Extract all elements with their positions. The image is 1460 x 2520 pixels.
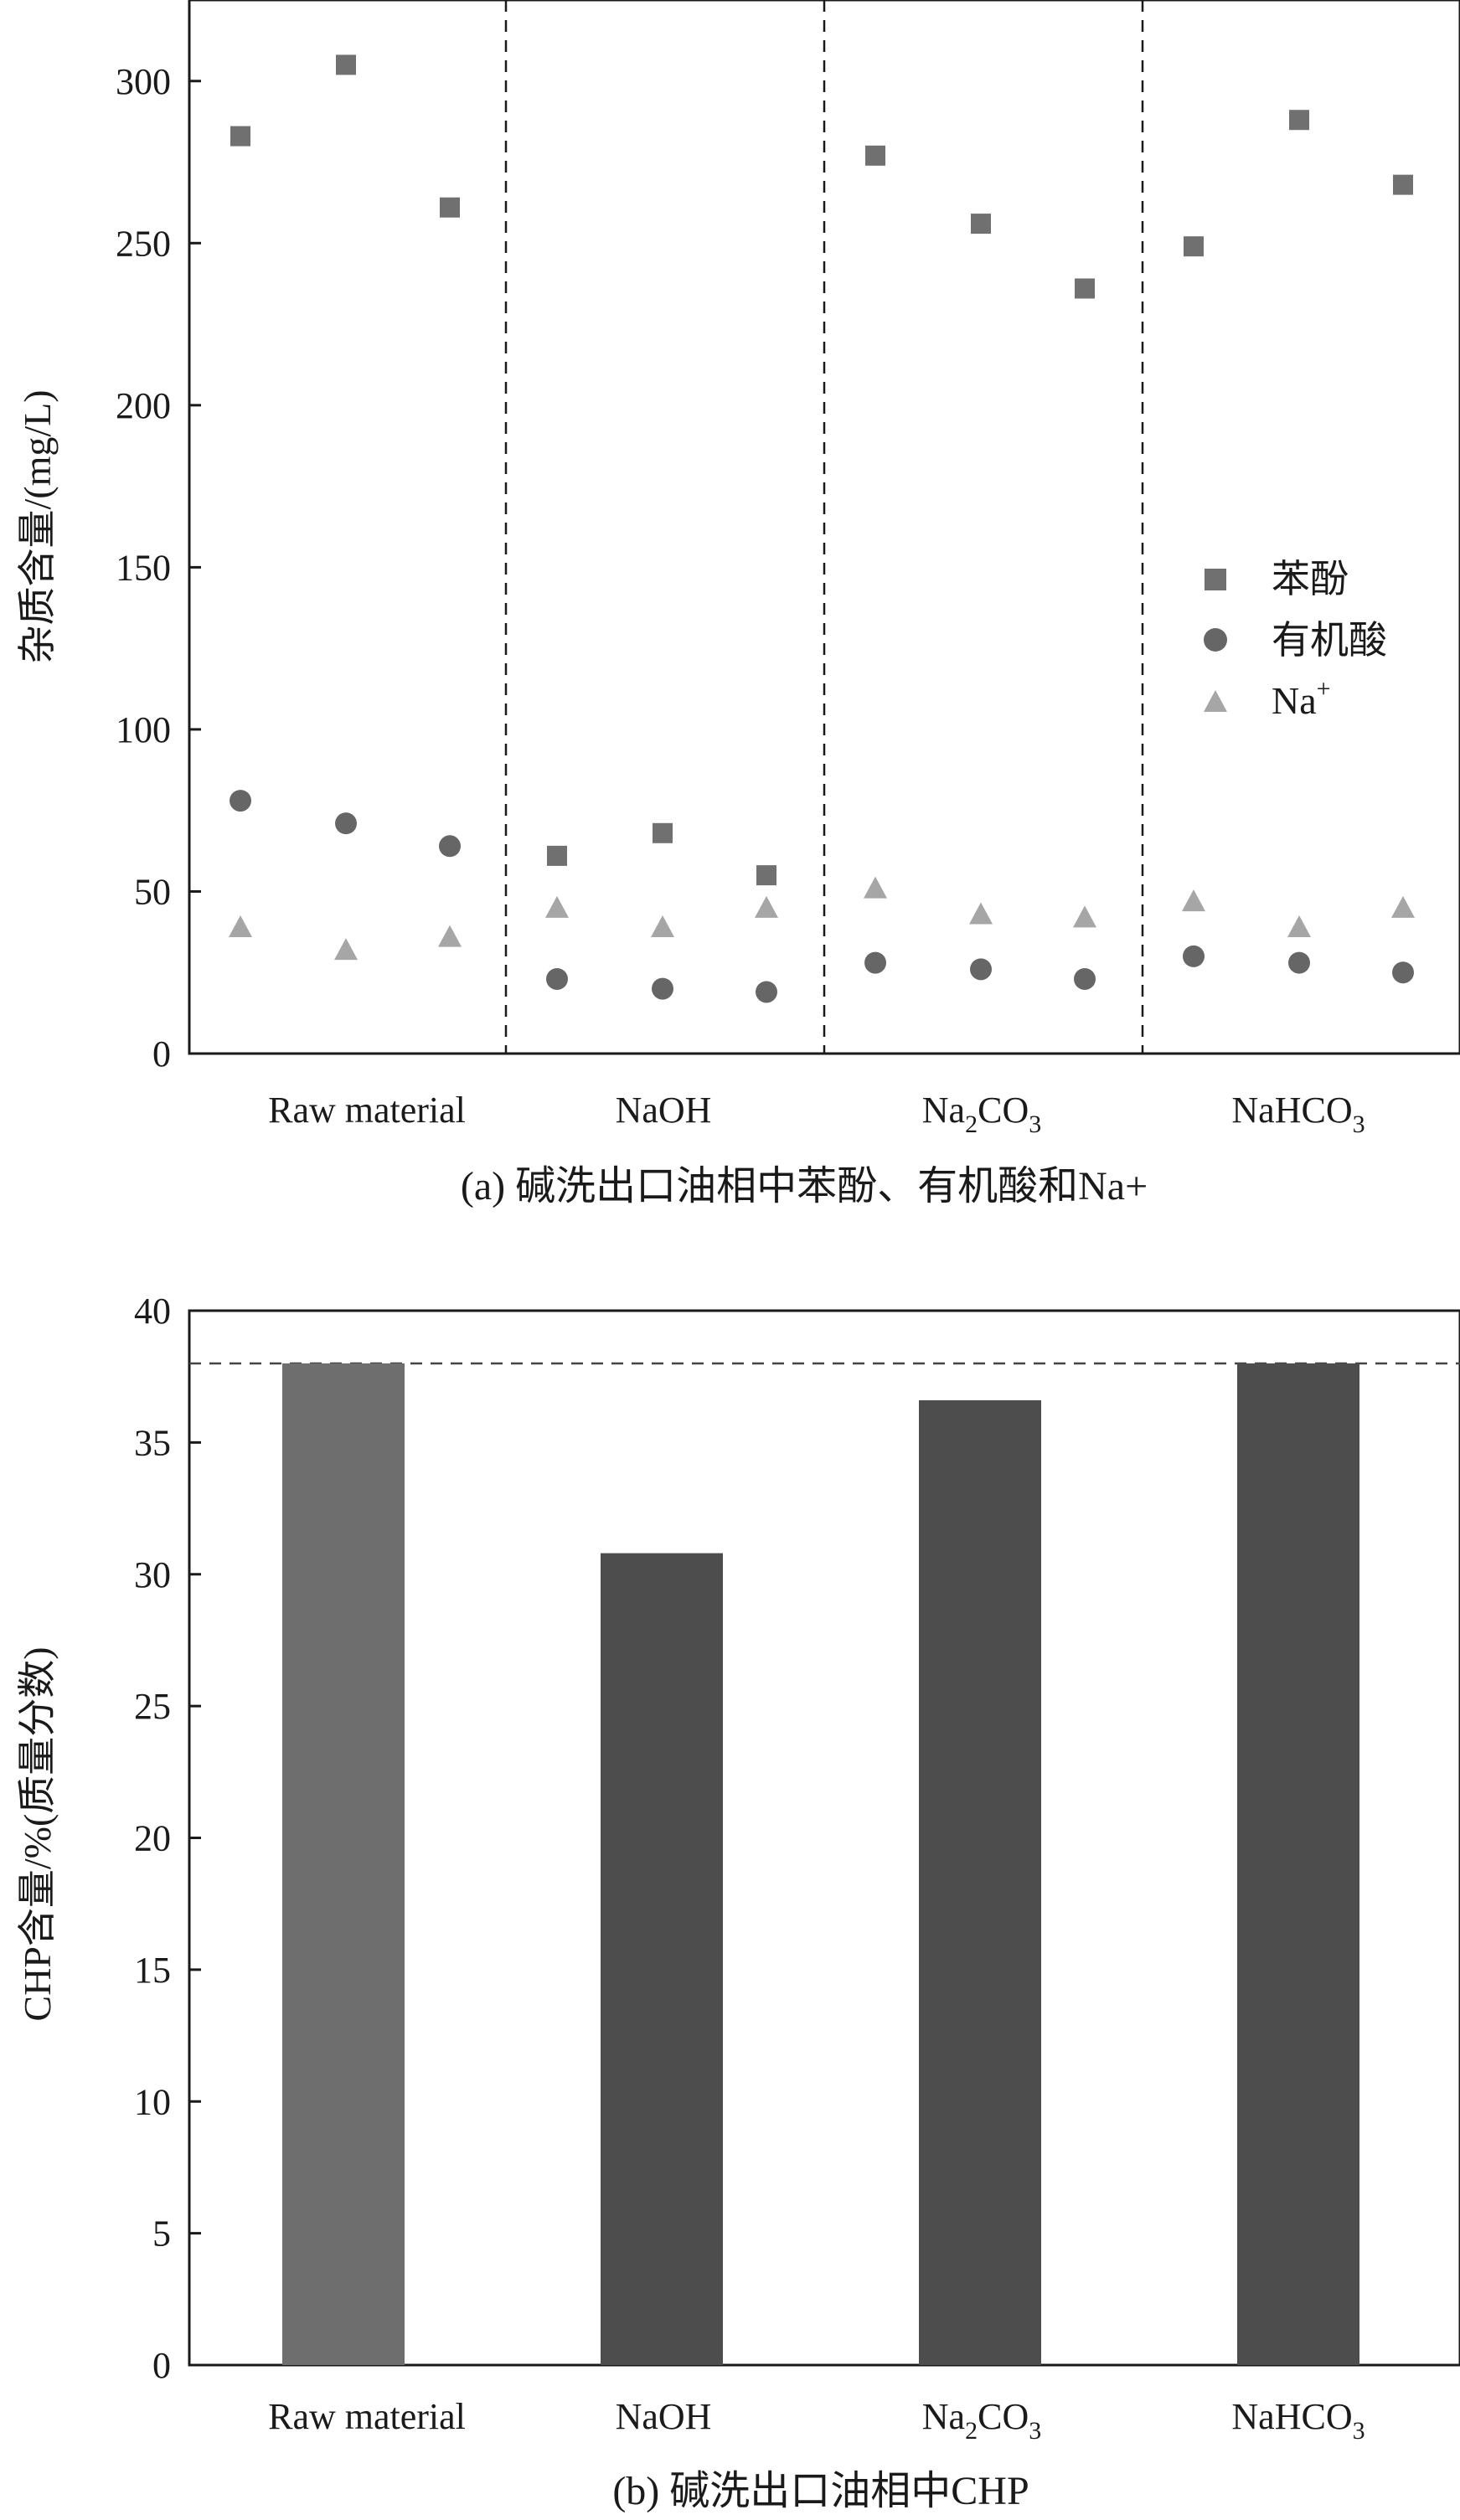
point-circle-g4-p2	[1288, 951, 1310, 974]
point-circle-g1-p3	[439, 835, 461, 858]
point-circle-g3-p3	[1074, 967, 1096, 990]
panel-b-x-axis: Raw material NaOH Na2CO3 NaHCO3	[268, 2396, 1365, 2445]
point-square-g4-p2	[1289, 110, 1309, 131]
point-circle-g4-p1	[1183, 945, 1205, 967]
panel-b-y-tick-label-30: 30	[134, 1554, 171, 1595]
point-circle-g2-p2	[652, 977, 673, 1000]
bar-nahco3	[1237, 1363, 1359, 2365]
point-triangle-g4-p2	[1287, 915, 1311, 938]
bar-na2co3	[919, 1400, 1041, 2365]
point-triangle-g3-p2	[969, 902, 993, 925]
panel-a-y-tick-label-50: 50	[134, 871, 171, 912]
panel-b-x-label-raw-material: Raw material	[268, 2396, 466, 2437]
panel-a-y-tick-label-150: 150	[116, 547, 171, 588]
panel-b-bars	[282, 1363, 1359, 2365]
legend-marker-na-ion	[1204, 690, 1227, 712]
point-square-g3-p3	[1075, 278, 1095, 299]
panel-b-bar-chart: 0 5 10 15 20 25 30 35 40 Raw material NaOH Na2CO…	[16, 1291, 1460, 2513]
point-square-g3-p2	[971, 214, 991, 234]
panel-b-y-tick-label-5: 5	[152, 2213, 171, 2255]
legend-label-na-ion: Na+	[1272, 675, 1331, 722]
panel-b-x-label-naoh: NaOH	[616, 2396, 712, 2437]
panel-b-y-tick-label-25: 25	[134, 1686, 171, 1727]
panel-b-y-tick-label-10: 10	[134, 2081, 171, 2122]
panel-b-y-tick-label-35: 35	[134, 1422, 171, 1463]
point-square-g2-p1	[547, 845, 567, 866]
point-circle-g2-p3	[756, 981, 777, 1003]
panel-b-x-label-na2co3: Na2CO3	[922, 2396, 1041, 2445]
panel-a-y-tick-label-200: 200	[116, 385, 171, 426]
point-circle-g1-p2	[335, 812, 357, 835]
point-triangle-g4-p3	[1391, 895, 1415, 918]
panel-a-y-axis-title: 杂质含量/(mg/L)	[16, 389, 59, 663]
point-triangle-g2-p2	[651, 915, 674, 938]
bar-naoh	[601, 1553, 723, 2365]
panel-a-legend: 苯酚 有机酸 Na+	[1204, 558, 1387, 722]
panel-a-y-tick-label-0: 0	[152, 1033, 171, 1074]
point-triangle-g1-p1	[229, 915, 252, 938]
panel-a-y-tick-label-100: 100	[116, 709, 171, 750]
panel-b-y-axis: 0 5 10 15 20 25 30 35 40	[134, 1291, 201, 2386]
point-square-g3-p1	[865, 145, 885, 166]
panel-a-x-label-nahco3: NaHCO3	[1231, 1090, 1365, 1138]
panel-a-x-label-naoh: NaOH	[616, 1090, 712, 1131]
point-triangle-g4-p1	[1182, 889, 1205, 912]
panel-b-y-tick-label-20: 20	[134, 1818, 171, 1859]
panel-b-y-axis-title: CHP含量/%(质量分数)	[16, 1647, 59, 2021]
point-triangle-g2-p3	[755, 895, 778, 918]
panel-b-y-tick-label-40: 40	[134, 1291, 171, 1332]
point-triangle-g1-p2	[334, 938, 358, 961]
legend-marker-phenol	[1205, 569, 1226, 590]
legend-label-phenol: 苯酚	[1272, 558, 1349, 600]
panel-b-x-label-nahco3: NaHCO3	[1231, 2396, 1365, 2445]
point-triangle-g2-p1	[545, 895, 569, 918]
point-triangle-g3-p3	[1073, 905, 1096, 928]
point-square-g2-p2	[653, 822, 673, 843]
point-square-g4-p1	[1184, 236, 1204, 257]
panel-b-y-tick-label-0: 0	[152, 2345, 171, 2386]
panel-a-x-label-na2co3: Na2CO3	[922, 1090, 1041, 1138]
point-square-g1-p1	[230, 126, 250, 147]
panel-a-y-tick-label-300: 300	[116, 61, 171, 102]
point-square-g1-p2	[336, 54, 356, 75]
panel-a-y-tick-label-250: 250	[116, 223, 171, 264]
panel-a-group-separators	[504, 0, 1144, 1054]
point-circle-g1-p1	[230, 790, 251, 812]
panel-a-data-points	[229, 54, 1415, 1003]
panel-a-scatter-chart: 0 50 100 150 200 250 300 Raw material NaOH Na2…	[16, 0, 1460, 1208]
legend-marker-organic-acid	[1204, 628, 1227, 652]
point-circle-g3-p2	[970, 958, 992, 981]
point-circle-g2-p1	[546, 967, 568, 990]
point-square-g1-p3	[440, 197, 460, 218]
panel-b-caption: (b) 碱洗出口油相中CHP	[612, 2469, 1029, 2513]
panel-a-x-label-raw-material: Raw material	[268, 1090, 466, 1131]
point-square-g2-p3	[756, 865, 776, 886]
point-triangle-g3-p1	[864, 876, 887, 899]
panel-b-y-tick-label-15: 15	[134, 1950, 171, 1991]
panel-a-y-axis: 0 50 100 150 200 250 300	[116, 61, 201, 1074]
point-square-g4-p3	[1393, 174, 1413, 195]
point-circle-g4-p3	[1392, 961, 1414, 984]
panel-a-caption: (a) 碱洗出口油相中苯酚、有机酸和Na+	[461, 1164, 1148, 1208]
point-circle-g3-p1	[864, 951, 886, 974]
panel-a-x-axis: Raw material NaOH Na2CO3 NaHCO3	[268, 1090, 1365, 1138]
legend-label-organic-acid: 有机酸	[1272, 619, 1387, 662]
bar-raw-material	[282, 1363, 405, 2365]
point-triangle-g1-p3	[438, 925, 462, 947]
